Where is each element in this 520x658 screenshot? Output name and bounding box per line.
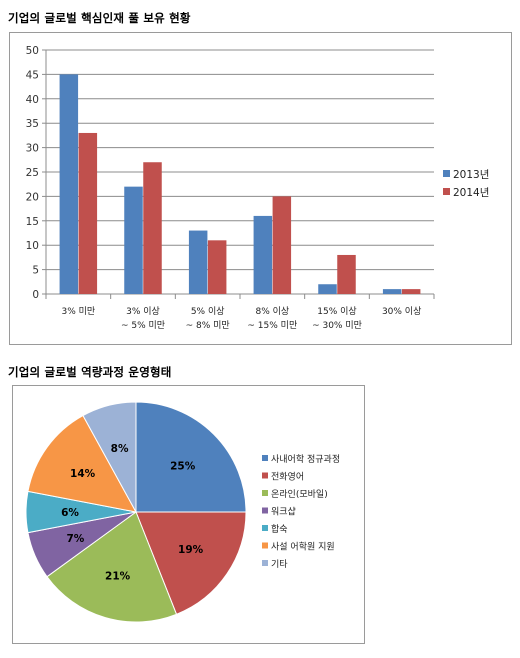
pie-chart-heading: 기업의 글로벌 역량과정 운영형태 bbox=[8, 365, 172, 379]
legend-swatch bbox=[262, 525, 268, 531]
legend-label: 합숙 bbox=[271, 524, 288, 535]
y-tick-label: 45 bbox=[26, 69, 39, 81]
slice-label: 7% bbox=[67, 533, 85, 545]
bar bbox=[253, 215, 273, 294]
x-tick-label: ~ 15% 미만 bbox=[247, 320, 297, 331]
bar-chart-heading: 기업의 글로벌 핵심인재 풀 보유 현황 bbox=[8, 11, 191, 25]
legend-swatch bbox=[443, 188, 450, 195]
bar-chart-frame: 0 5 10 15 20 25 30 35 40 45 50 3% 미만 3% 이상 ~ 5% 미만 5% … bbox=[9, 32, 512, 345]
legend-swatch bbox=[262, 560, 268, 566]
legend-label: 사설 어학원 지원 bbox=[271, 542, 335, 553]
legend-label: 워크샵 bbox=[271, 507, 296, 518]
x-tick-label: 8% 이상 bbox=[255, 306, 289, 317]
x-tick-label: ~ 8% 미만 bbox=[186, 320, 230, 331]
bar-chart: 0 5 10 15 20 25 30 35 40 45 50 3% 미만 3% 이상 ~ 5% 미만 5% … bbox=[26, 45, 490, 331]
bar bbox=[78, 132, 98, 294]
legend-swatch bbox=[262, 455, 268, 461]
bar bbox=[59, 74, 79, 295]
pie-slice bbox=[135, 401, 247, 513]
pie-slice bbox=[135, 511, 247, 615]
x-tick-label: 30% 이상 bbox=[382, 306, 421, 317]
slice-label: 25% bbox=[170, 460, 196, 472]
bar bbox=[318, 284, 337, 294]
legend-label: 기타 bbox=[271, 559, 288, 570]
slice-label: 19% bbox=[178, 544, 204, 556]
legend-label: 2014년 bbox=[453, 187, 489, 199]
bar bbox=[188, 230, 208, 294]
pie-slice bbox=[82, 401, 137, 513]
pie-slice bbox=[27, 414, 137, 513]
slice-label: 14% bbox=[70, 468, 96, 480]
bar bbox=[124, 186, 143, 294]
bar bbox=[337, 254, 356, 294]
y-tick-label: 35 bbox=[26, 118, 39, 130]
x-tick-label: 3% 미만 bbox=[61, 306, 95, 317]
y-tick-label: 50 bbox=[26, 45, 39, 57]
legend-swatch bbox=[262, 507, 268, 514]
legend-label: 전화영어 bbox=[271, 472, 304, 483]
slice-label: 8% bbox=[111, 443, 129, 455]
y-tick-label: 20 bbox=[26, 191, 39, 203]
x-tick-label: ~ 30% 미만 bbox=[312, 320, 362, 331]
x-tick-label: 15% 이상 bbox=[317, 306, 356, 317]
legend-swatch bbox=[262, 472, 268, 479]
y-tick-label: 25 bbox=[26, 167, 39, 179]
legend-swatch bbox=[262, 490, 268, 496]
x-tick-label: 3% 이상 bbox=[126, 306, 160, 317]
legend-label: 사내어학 정규과정 bbox=[271, 454, 340, 465]
slice-label: 6% bbox=[61, 507, 79, 519]
bar bbox=[382, 289, 402, 294]
y-tick-label: 30 bbox=[26, 143, 39, 155]
bar bbox=[401, 289, 421, 294]
legend-label: 온라인(모바일) bbox=[271, 489, 328, 500]
y-tick-label: 0 bbox=[32, 289, 39, 301]
y-tick-label: 10 bbox=[26, 240, 39, 252]
y-tick-label: 5 bbox=[32, 265, 39, 277]
y-tick-label: 40 bbox=[26, 94, 39, 106]
legend-swatch bbox=[443, 170, 450, 177]
bar bbox=[207, 240, 227, 294]
bar bbox=[272, 196, 292, 294]
slice-label: 21% bbox=[105, 570, 131, 582]
pie-slice bbox=[46, 511, 178, 623]
bar bbox=[143, 162, 162, 294]
x-tick-label: 5% 이상 bbox=[191, 306, 225, 317]
x-tick-label: ~ 5% 미만 bbox=[121, 320, 165, 331]
legend-swatch bbox=[262, 542, 268, 549]
legend-label: 2013년 bbox=[453, 169, 489, 181]
y-tick-label: 15 bbox=[26, 216, 39, 228]
